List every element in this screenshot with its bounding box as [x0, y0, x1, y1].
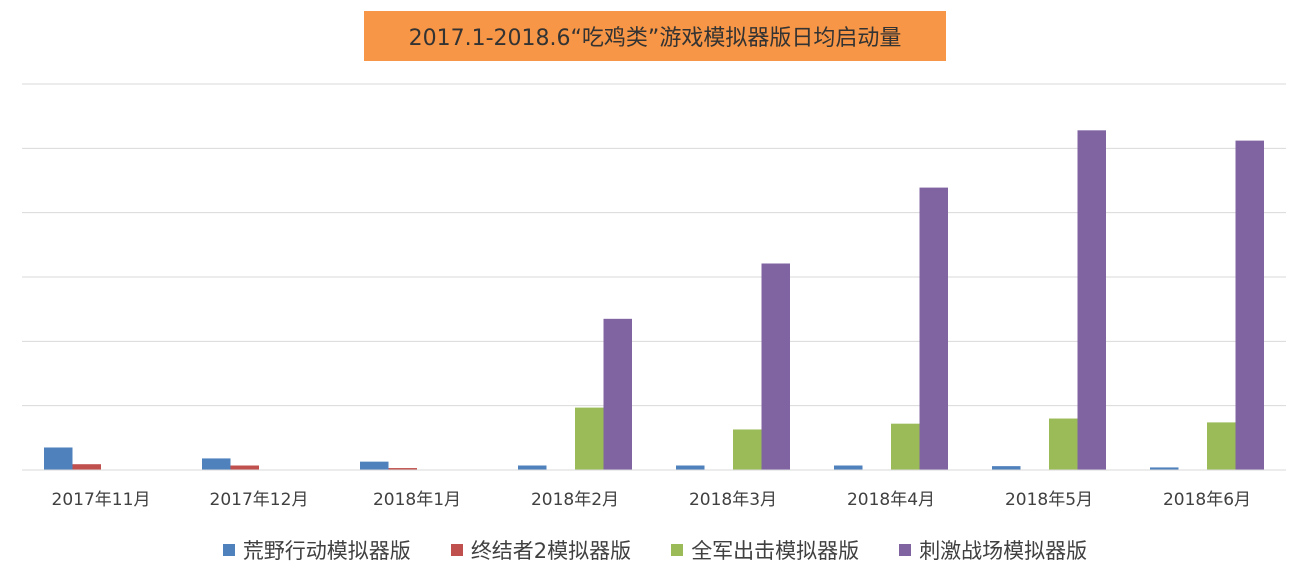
chart-title: 2017.1-2018.6“吃鸡类”游戏模拟器版日均启动量	[408, 26, 902, 51]
x-tick-labels: 2017年11月 2017年12月 2018年1月 2018年2月 2018年3月 201…	[52, 490, 1252, 510]
legend-item: 全军出击模拟器版	[671, 535, 859, 565]
legend-label: 全军出击模拟器版	[691, 539, 860, 563]
bar-4-8	[1235, 140, 1264, 471]
x-tick-label: 2017年11月	[52, 490, 151, 510]
chart-title-box: 2017.1-2018.6“吃鸡类”游戏模拟器版日均启动量	[364, 11, 946, 61]
x-tick-label: 2018年4月	[847, 490, 935, 510]
legend-label: 终结者2模拟器版	[470, 539, 632, 563]
chart-legend: 荒野行动模拟器版 终结者2模拟器版 全军出击模拟器版 刺激战场模拟器版	[0, 532, 1310, 568]
bar-2-3	[388, 468, 417, 470]
bar-4-7	[1077, 130, 1106, 470]
bar-3-4	[575, 407, 604, 470]
bar-1-1	[44, 447, 73, 470]
x-tick-label: 2018年3月	[689, 490, 777, 510]
bar-1-4	[518, 465, 547, 470]
gridlines	[22, 83, 1286, 407]
bar-1-2	[202, 458, 231, 470]
x-tick-label: 2018年1月	[373, 490, 461, 510]
bar-2-1	[72, 464, 101, 470]
x-tick-label: 2017年12月	[210, 490, 309, 510]
x-tick-label: 2018年5月	[1005, 490, 1093, 510]
bar-3-5	[733, 429, 762, 470]
legend-swatch	[450, 544, 463, 556]
bar-3-7	[1049, 418, 1078, 470]
bar-3-6	[891, 423, 920, 470]
bars	[44, 130, 1264, 471]
x-tick-label: 2018年6月	[1163, 490, 1251, 510]
bar-1-6	[834, 465, 863, 470]
bar-1-5	[676, 465, 705, 470]
legend-label: 刺激战场模拟器版	[919, 539, 1088, 563]
legend-item: 刺激战场模拟器版	[899, 535, 1087, 565]
bar-4-5	[761, 263, 790, 470]
bar-2-2	[230, 465, 259, 470]
bar-1-7	[992, 466, 1021, 470]
bar-3-8	[1207, 422, 1236, 470]
x-tick-label: 2018年2月	[531, 490, 619, 510]
legend-item: 荒野行动模拟器版	[222, 535, 411, 565]
legend-item: 终结者2模拟器版	[450, 535, 632, 565]
legend-swatch	[222, 544, 235, 556]
bar-4-4	[603, 318, 632, 470]
bar-1-8	[1150, 467, 1179, 470]
legend-swatch	[671, 544, 684, 556]
bar-1-3	[360, 461, 389, 470]
bar-4-6	[919, 187, 948, 470]
legend-label: 荒野行动模拟器版	[242, 539, 411, 563]
legend-swatch	[899, 544, 912, 556]
